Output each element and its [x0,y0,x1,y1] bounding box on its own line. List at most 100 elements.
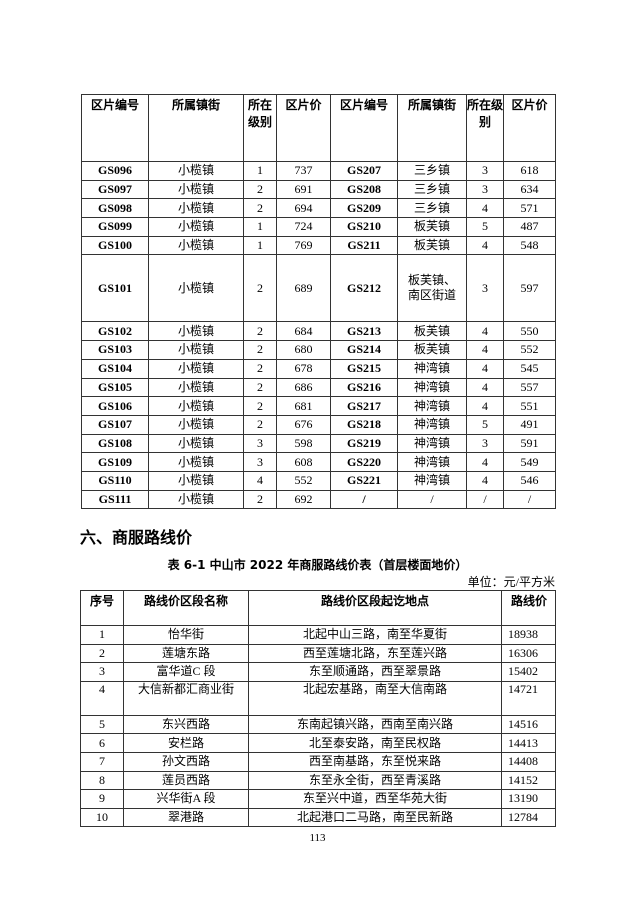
price-cell: 724 [276,217,331,237]
town-cell: 三乡镇 [397,198,467,219]
town-cell: 小榄镇 [148,217,244,237]
parcel-code-cell: GS099 [81,217,149,237]
town-cell: 神湾镇 [397,433,467,454]
table-row: 6 安栏路 北至泰安路，南至民权路 14413 [80,733,556,753]
column-header: 路线价区段名称 [123,590,249,626]
level-cell: 2 [243,179,277,200]
parcel-code-cell: GS103 [81,340,149,360]
index-cell: 8 [80,770,124,791]
table-row: 7 孙文西路 西至南基路，东至悦来路 14408 [80,751,556,772]
price-cell: 608 [276,452,331,472]
column-header: 序号 [80,590,124,626]
column-header: 所属镇街 [397,94,467,162]
road-price-cell: 15402 [501,662,556,682]
price-cell: 487 [503,217,556,237]
town-cell: 神湾镇 [397,377,467,398]
price-cell: 550 [503,321,556,342]
road-extent-cell: 北起中山三路，南至华夏街 [248,625,502,645]
table-row: GS103 小榄镇 2 680 GS214 板芙镇 4 552 [81,340,556,360]
parcel-code-cell: GS109 [81,452,149,472]
table-row: GS104 小榄镇 2 678 GS215 神湾镇 4 545 [81,358,556,379]
level-cell: 4 [466,377,504,398]
column-header: 区片价 [503,94,556,162]
town-cell: 小榄镇 [148,235,244,256]
parcel-code-cell: GS217 [330,396,398,416]
price-cell: 618 [503,161,556,181]
parcel-code-cell: GS214 [330,340,398,360]
table-row: 3 富华道C 段东至顺通路，西至翠景路 15402 [80,662,556,682]
town-cell: / [397,489,467,510]
level-cell: 4 [466,235,504,256]
level-cell: 3 [243,452,277,472]
level-cell: 3 [466,179,504,200]
level-cell: 4 [466,358,504,379]
road-extent-cell: 东至顺通路，西至翠景路 [248,662,502,682]
price-cell: 691 [276,179,331,200]
table-row: GS097 小榄镇 2 691 GS208 三乡镇 3 634 [81,179,556,200]
table-row: GS098 小榄镇 2 694 GS209 三乡镇 4 571 [81,198,556,219]
level-cell: 1 [243,235,277,256]
parcel-code-cell: GS102 [81,321,149,342]
parcel-code-cell: GS108 [81,433,149,454]
level-cell: 2 [243,358,277,379]
parcel-code-cell: GS211 [330,235,398,256]
table-row: 5 东兴西路 东南起镇兴路，西南至南兴路 14516 [80,714,556,735]
town-cell: 板芙镇 [397,321,467,342]
road-name-cell: 兴华街A 段 [123,789,249,809]
road-price-cell: 12784 [501,807,556,828]
level-cell: 3 [466,161,504,181]
town-cell: 小榄镇 [148,358,244,379]
level-cell: 5 [466,217,504,237]
table-caption: 表 6-1 中山市 2022 年商服路线价表（首层楼面地价） [167,558,468,572]
table-row: GS105 小榄镇 2 686 GS216 神湾镇 4 557 [81,377,556,398]
parcel-code-cell: GS212 [330,254,398,323]
road-extent-cell: 东南起镇兴路，西南至南兴路 [248,714,502,735]
town-cell: 板芙镇 [397,340,467,360]
price-cell: 678 [276,358,331,379]
price-cell: 552 [503,340,556,360]
road-extent-cell: 东至永全街，西至青溪路 [248,770,502,791]
price-cell: 676 [276,414,331,435]
table-row: GS110 小榄镇 4 552 GS221 神湾镇 4 546 [81,470,556,491]
town-cell: 板芙镇、南区街道 [397,254,467,323]
road-name-cell: 怡华街 [123,625,249,645]
table-row: GS107 小榄镇 2 676 GS218 神湾镇 5 491 [81,414,556,435]
parcel-code-cell: GS213 [330,321,398,342]
level-cell: 1 [243,161,277,181]
town-cell: 神湾镇 [397,414,467,435]
road-extent-cell: 东至兴中道，西至华苑大街 [248,789,502,809]
parcel-code-cell: GS098 [81,198,149,219]
parcel-code-cell: GS221 [330,470,398,491]
index-cell: 10 [80,807,124,828]
town-cell: 小榄镇 [148,161,244,181]
column-header: 区片价 [276,94,331,162]
index-cell: 7 [80,751,124,772]
price-cell: 591 [503,433,556,454]
road-name-cell: 翠港路 [123,807,249,828]
town-cell: 小榄镇 [148,321,244,342]
parcel-code-cell: GS220 [330,452,398,472]
parcel-price-table: 区片编号 所属镇街 所在级别 区片价 区片编号 所属镇街 所在级别 区片价 GS096 小榄镇 1… [81,94,556,510]
level-cell: 3 [466,433,504,454]
price-cell: 597 [503,254,556,323]
price-cell: 769 [276,235,331,256]
table-row: 4 大信新都汇商业街 北起宏基路，南至大信南路 14721 [80,680,556,716]
level-cell: 4 [466,321,504,342]
road-price-cell: 14413 [501,733,556,753]
level-cell: 2 [243,414,277,435]
table-row: GS099 小榄镇 1 724 GS210 板芙镇 5 487 [81,217,556,237]
index-cell: 5 [80,714,124,735]
price-cell: 634 [503,179,556,200]
price-cell: 689 [276,254,331,323]
parcel-code-cell: GS209 [330,198,398,219]
parcel-code-cell: GS106 [81,396,149,416]
road-price-cell: 14516 [501,714,556,735]
town-cell: 小榄镇 [148,377,244,398]
column-header: 所在级别 [466,94,504,162]
road-name-cell: 莲塘东路 [123,643,249,664]
price-cell: 684 [276,321,331,342]
road-price-cell: 14721 [501,680,556,716]
level-cell: 1 [243,217,277,237]
column-header: 所属镇街 [148,94,244,162]
level-cell: / [466,489,504,510]
